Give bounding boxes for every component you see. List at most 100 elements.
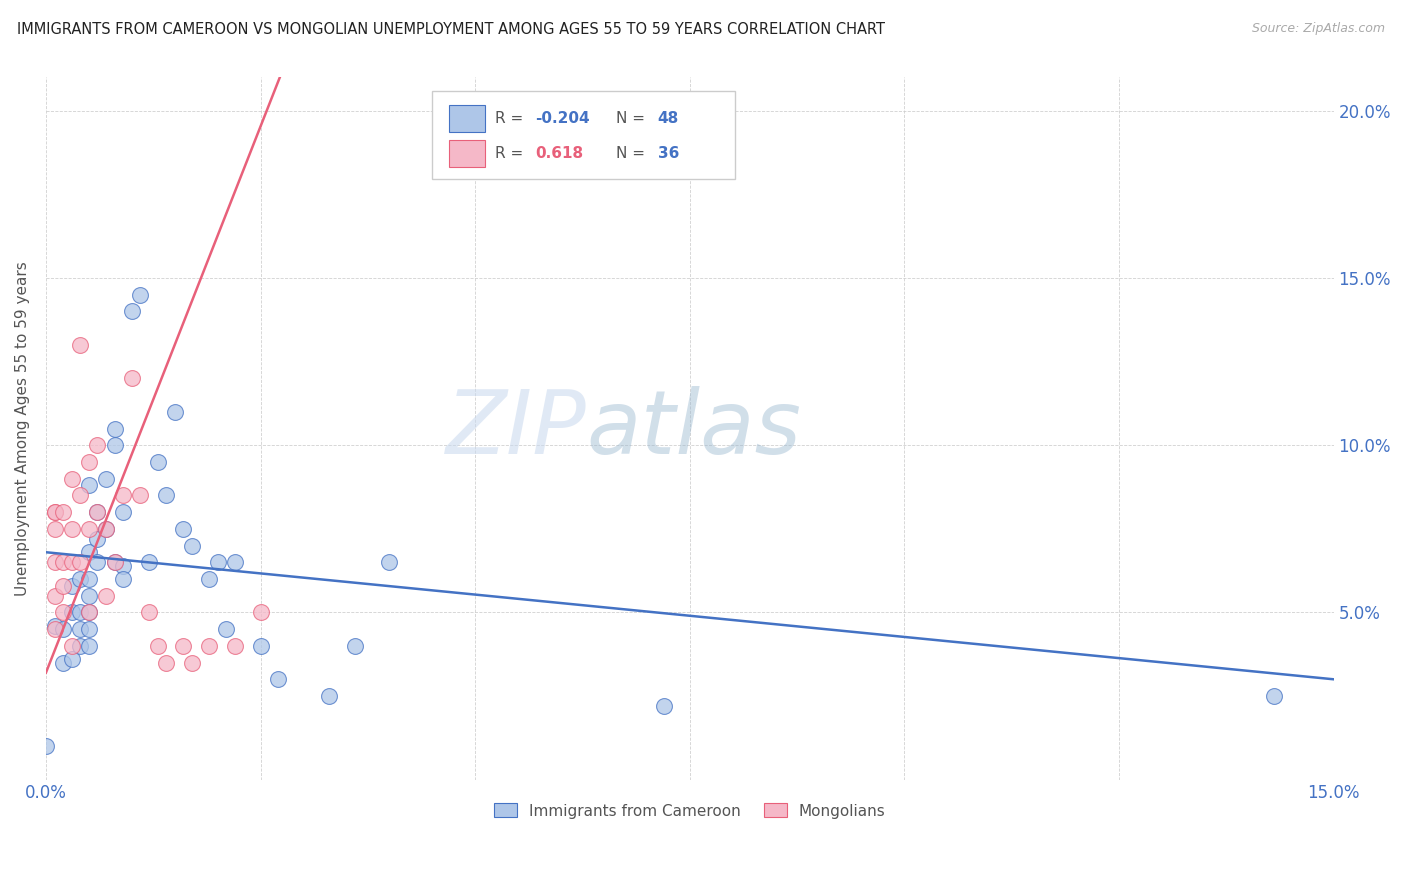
Text: 36: 36 [658, 145, 679, 161]
Point [121, 304, 143, 318]
Text: IMMIGRANTS FROM CAMEROON VS MONGOLIAN UNEMPLOYMENT AMONG AGES 55 TO 59 YEARS COR: IMMIGRANTS FROM CAMEROON VS MONGOLIAN UN… [17, 22, 884, 37]
Point [224, 555, 246, 569]
Point [249, 639, 271, 653]
Point [60, 472, 83, 486]
Point [94, 522, 117, 536]
Text: ZIP: ZIP [446, 385, 586, 472]
Point [60, 555, 83, 569]
Text: 48: 48 [658, 111, 679, 126]
Point [224, 639, 246, 653]
Point [44, 619, 66, 633]
Point [652, 699, 675, 714]
Point [44, 622, 66, 636]
Point [163, 405, 186, 419]
Point [318, 689, 340, 703]
Point [60, 639, 83, 653]
Point [104, 421, 127, 435]
Point [77, 589, 100, 603]
Point [69, 639, 91, 653]
Point [112, 505, 135, 519]
Point [52, 622, 75, 636]
FancyBboxPatch shape [432, 92, 735, 179]
Point [378, 555, 401, 569]
Point [104, 555, 127, 569]
Legend: Immigrants from Cameroon, Mongolians: Immigrants from Cameroon, Mongolians [488, 797, 891, 824]
Point [146, 639, 169, 653]
Point [69, 338, 91, 352]
Point [198, 572, 221, 586]
Point [112, 488, 135, 502]
Point [52, 555, 75, 569]
Point [207, 555, 229, 569]
Point [104, 555, 127, 569]
Point [69, 555, 91, 569]
Point [44, 555, 66, 569]
Point [77, 455, 100, 469]
Point [198, 639, 221, 653]
Text: N =: N = [616, 145, 651, 161]
Point [94, 522, 117, 536]
Text: 0.618: 0.618 [536, 145, 583, 161]
Y-axis label: Unemployment Among Ages 55 to 59 years: Unemployment Among Ages 55 to 59 years [15, 261, 30, 596]
Point [86, 505, 108, 519]
Point [52, 579, 75, 593]
Point [215, 622, 238, 636]
Text: R =: R = [495, 111, 529, 126]
Point [69, 572, 91, 586]
Point [112, 558, 135, 573]
Point [44, 589, 66, 603]
Point [343, 639, 366, 653]
Point [77, 572, 100, 586]
Point [60, 652, 83, 666]
Point [94, 589, 117, 603]
Point [249, 606, 271, 620]
Point [52, 505, 75, 519]
Text: R =: R = [495, 145, 533, 161]
Text: Source: ZipAtlas.com: Source: ZipAtlas.com [1251, 22, 1385, 36]
Point [180, 539, 202, 553]
Point [69, 606, 91, 620]
Point [172, 522, 194, 536]
Point [267, 673, 290, 687]
Point [52, 606, 75, 620]
Point [77, 639, 100, 653]
Text: atlas: atlas [586, 385, 801, 472]
Point [35, 739, 58, 754]
Point [86, 438, 108, 452]
Point [138, 606, 160, 620]
Bar [449, 105, 485, 131]
Point [77, 606, 100, 620]
Point [104, 438, 127, 452]
Point [77, 622, 100, 636]
Text: N =: N = [616, 111, 651, 126]
Bar [449, 140, 485, 167]
Point [44, 505, 66, 519]
Point [172, 639, 194, 653]
Point [60, 579, 83, 593]
Point [94, 472, 117, 486]
Point [155, 488, 177, 502]
Point [86, 555, 108, 569]
Point [69, 488, 91, 502]
Point [180, 656, 202, 670]
Point [44, 505, 66, 519]
Point [121, 371, 143, 385]
Point [60, 606, 83, 620]
Point [1263, 689, 1285, 703]
Point [77, 478, 100, 492]
Point [77, 545, 100, 559]
Point [52, 656, 75, 670]
Point [155, 656, 177, 670]
Point [129, 488, 152, 502]
Point [146, 455, 169, 469]
Point [86, 505, 108, 519]
Point [112, 572, 135, 586]
Point [138, 555, 160, 569]
Point [129, 287, 152, 301]
Point [77, 522, 100, 536]
Text: -0.204: -0.204 [536, 111, 591, 126]
Point [69, 622, 91, 636]
Point [44, 522, 66, 536]
Point [77, 606, 100, 620]
Point [86, 532, 108, 546]
